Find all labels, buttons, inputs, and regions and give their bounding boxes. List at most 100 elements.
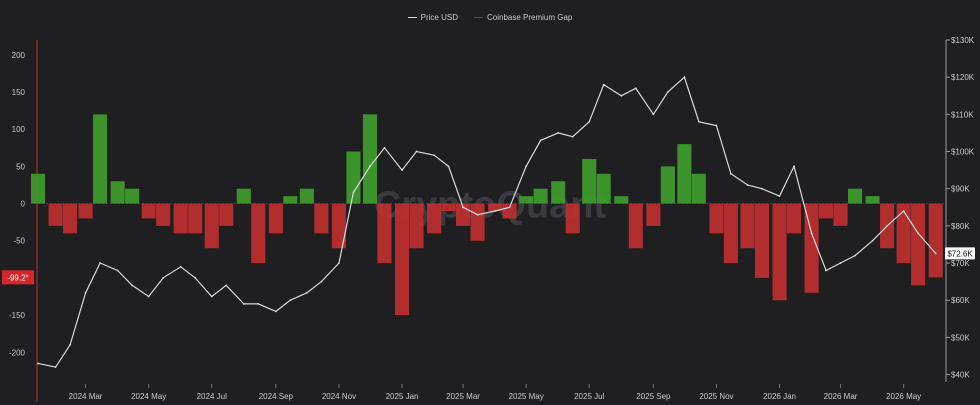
chart-legend: Price USD Coinbase Premium Gap [0,13,980,22]
premium-gap-bar [691,173,706,204]
price-point [778,195,781,198]
price-point [508,206,511,209]
premium-gap-bar [125,188,140,204]
legend-label-price: Price USD [420,13,458,22]
price-point [730,172,732,175]
price-point [683,76,686,79]
premium-gap-bar [362,114,378,204]
left-tick-label: 150 [12,88,26,97]
price-point [116,269,119,272]
price-point [539,139,542,142]
price-point [462,206,464,209]
right-tick-label: $40K [951,371,970,380]
price-point [415,150,418,153]
premium-gap-bar [628,203,643,249]
premium-gap-bar [299,188,314,204]
premium-gap-bar [204,203,219,249]
premium-gap-bar [78,203,93,219]
price-point [433,154,436,157]
price-point [886,224,888,227]
premium-gap-bar [786,203,802,234]
price-point [934,252,937,255]
right-tick-label: $110K [951,110,974,119]
premium-gap-bar [551,181,566,204]
premium-gap-bar [188,203,203,234]
price-point [825,269,827,272]
price-point [917,232,920,235]
price-point [652,113,655,116]
price-point [620,94,623,97]
x-tick-label: 2026 Jan [763,392,796,401]
x-tick-label: 2025 Jan [386,392,419,401]
premium-gap-bar [441,203,456,211]
current-left-label: -99.2* [7,273,28,282]
right-tick-label: $50K [951,333,970,342]
legend-label-premium-gap: Coinbase Premium Gap [486,13,573,22]
premium-gap-bar [48,203,63,226]
price-point [761,187,763,190]
premium-gap-bar [865,196,880,204]
premium-gap-bar [63,203,78,234]
price-point [289,299,292,302]
premium-gap-bar [911,203,926,286]
current-right-badge [945,247,975,260]
premium-gap-bar [141,203,156,219]
price-point [793,165,795,168]
price-point [571,135,574,138]
premium-gap-bar [833,203,848,226]
price-point [320,280,323,283]
premium-gap-bar [331,203,346,249]
premium-gap-bar [533,188,548,204]
x-tick-label: 2025 May [509,392,544,401]
price-point [588,120,591,123]
price-point [54,366,57,369]
premium-gap-bar [30,173,46,204]
premium-gap-bar [847,188,863,204]
x-tick-label: 2025 Mar [446,392,480,401]
premium-gap-bar [236,188,251,204]
x-tick-label: 2024 Sep [259,392,294,401]
price-point [383,146,386,149]
x-tick-label: 2024 Nov [322,392,356,401]
current-right-label: $72.6K [947,249,973,258]
premium-gap-bar [596,173,611,204]
premium-gap-bar [173,203,188,234]
price-point [305,291,308,294]
right-tick-label: $120K [951,73,975,82]
legend-swatch-premium-gap [473,16,483,19]
right-tick-label: $60K [951,296,970,305]
price-point [494,210,497,212]
price-point [810,232,813,235]
price-point [352,191,355,194]
x-tick-label: 2024 May [131,392,166,401]
price-point [131,284,134,287]
x-tick-label: 2024 Jul [197,392,227,401]
price-point [37,362,39,365]
price-point [338,262,340,264]
premium-gap-bar [519,196,534,204]
premium-gap-bar [251,203,266,264]
premium-gap-bar [709,203,724,234]
price-point [274,310,277,313]
price-line [37,76,937,368]
price-point [902,210,905,212]
x-tick-label: 2025 Jul [574,392,604,401]
premium-gap-bar [614,196,629,204]
price-point [602,83,605,86]
premium-gap-bar [565,203,580,234]
price-point [69,343,71,346]
legend-item-premium-gap[interactable]: Coinbase Premium Gap [473,13,573,22]
premium-gap-bar [314,203,329,234]
legend-item-price[interactable]: Price USD [407,13,458,22]
premium-gap-bar [723,203,738,264]
premium-gap-bar [896,203,911,264]
price-point [746,184,749,186]
x-tick-label: 2026 May [886,392,921,401]
premium-gap-bar [409,203,424,249]
right-tick-label: $90K [951,185,970,194]
price-point [854,254,856,257]
left-tick-label: 200 [12,51,26,60]
right-tick-label: $80K [951,222,970,231]
premium-gap-bar [740,203,755,249]
